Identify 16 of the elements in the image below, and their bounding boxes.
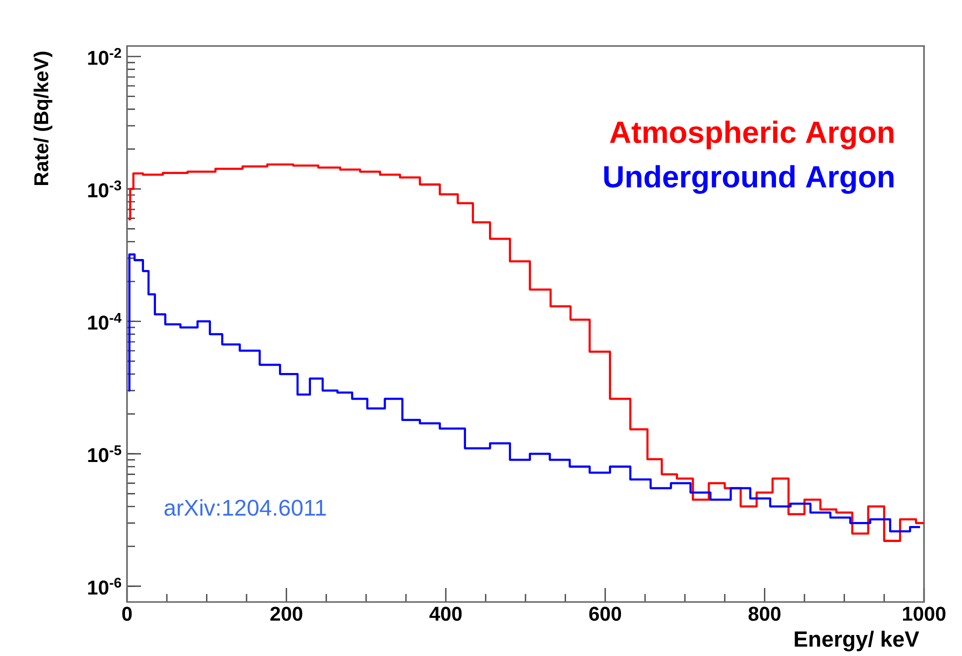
y-tick-label: 10$^{-2}$ bbox=[88, 48, 122, 65]
text: Underground Argon bbox=[604, 165, 894, 194]
x-tick-label: 600 bbox=[589, 606, 622, 621]
x-tick-label: 400 bbox=[429, 606, 462, 621]
annotation: arXiv:1204.6011 bbox=[164, 499, 326, 516]
y-tick-label: 10$^{-5}$ bbox=[88, 445, 122, 462]
y-tick-label: 10$^{-6}$ bbox=[88, 578, 122, 595]
x-tick-label: 0 bbox=[122, 606, 132, 621]
y-tick-label: 10$^{-3}$ bbox=[88, 180, 122, 198]
x-axis-title: Energy/ keV bbox=[794, 630, 920, 652]
y-tick-label: 10$^{-4}$ bbox=[88, 312, 122, 330]
x-tick-label: 1000 bbox=[903, 606, 946, 621]
x-tick-label: 200 bbox=[270, 606, 302, 621]
x-tick-label: 800 bbox=[748, 606, 780, 621]
y-axis-title: Rate/ (Bq/keV) bbox=[34, 52, 52, 185]
text: Atmospheric Argon bbox=[610, 120, 894, 150]
